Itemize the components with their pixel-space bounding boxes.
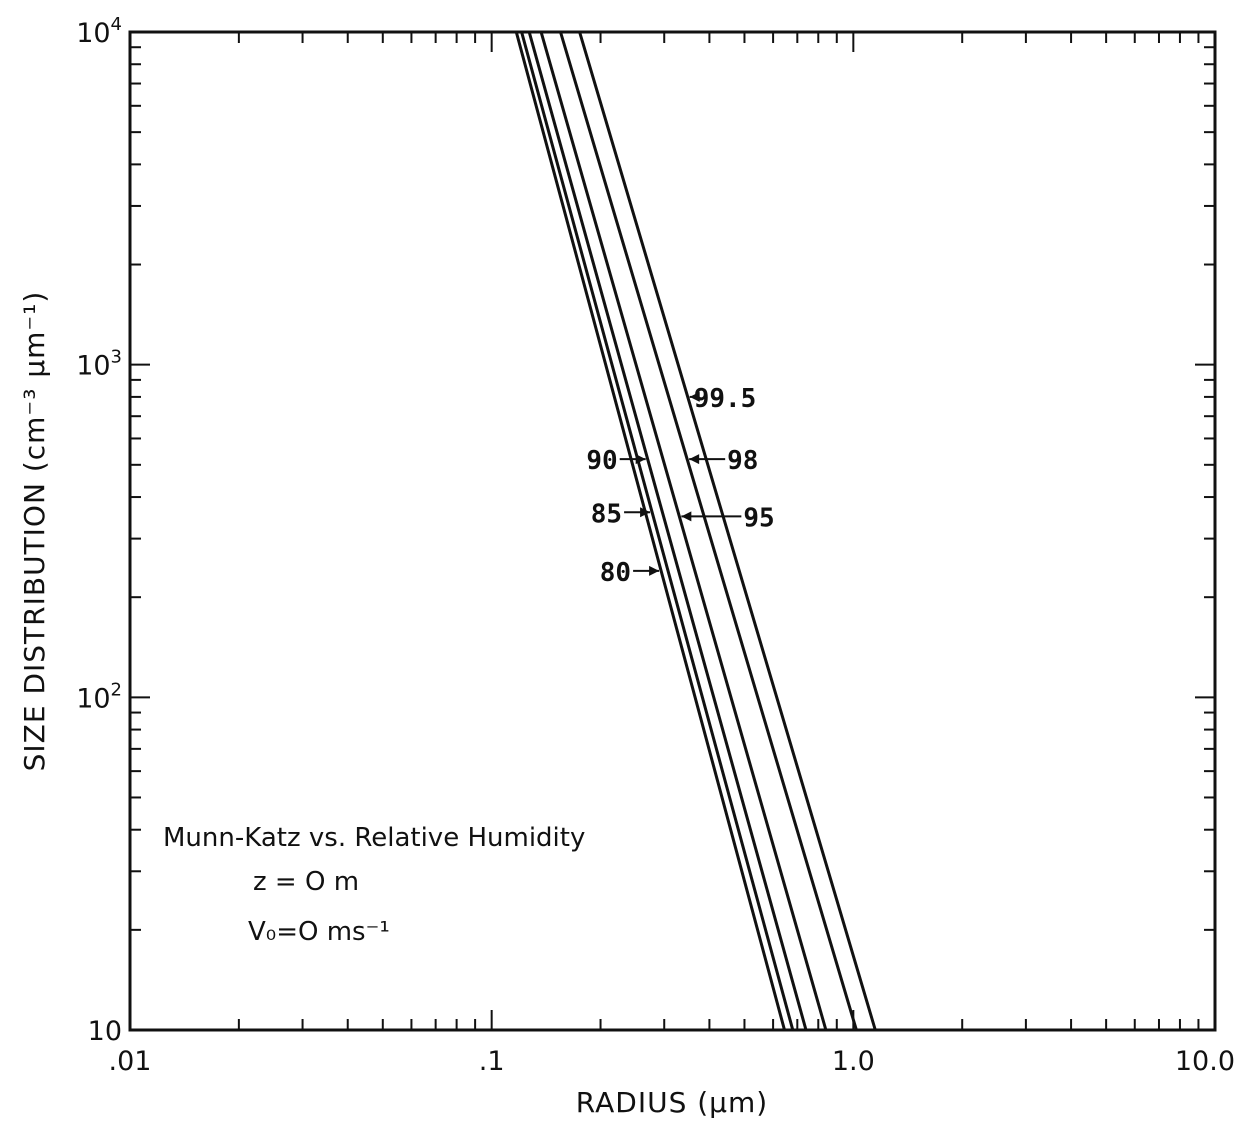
series-line-98	[559, 31, 858, 1031]
label-arrow-head	[649, 565, 660, 576]
curves	[514, 31, 877, 1031]
y-tick-label: 10	[88, 1016, 122, 1047]
x-axis-title: RADIUS (μm)	[576, 1086, 768, 1119]
label-arrow-head	[689, 391, 700, 402]
x-tick-label: 1.0	[832, 1046, 875, 1077]
series-line-80	[514, 31, 786, 1031]
x-tick-label: .01	[109, 1046, 152, 1077]
series-line-95	[539, 31, 828, 1031]
series-line-99.5	[578, 31, 877, 1031]
annotation: Munn-Katz vs. Relative Humidity z = O m …	[163, 823, 585, 947]
curve-label-98: 98	[727, 446, 758, 476]
curve-label-80: 80	[600, 558, 631, 588]
series-line-90	[527, 31, 808, 1031]
curve-labels: 99.5 98 95 90 85 80	[586, 384, 774, 588]
y-tick-label: 104	[76, 14, 122, 49]
curve-label-85: 85	[591, 499, 622, 529]
annotation-line-3: V₀=O ms⁻¹	[248, 917, 390, 947]
curve-label-90: 90	[586, 446, 617, 476]
label-arrow-head	[640, 507, 651, 518]
y-tick-label: 102	[76, 679, 122, 714]
tick-labels: .01 .1 1.0 10.0 10 102 103 104	[76, 14, 1235, 1077]
curve-label-95: 95	[743, 503, 774, 533]
x-tick-label: .1	[479, 1046, 505, 1077]
x-tick-label: 10.0	[1175, 1046, 1235, 1077]
y-tick-label: 103	[76, 347, 122, 382]
curve-label-99.5: 99.5	[694, 384, 757, 414]
annotation-line-2: z = O m	[253, 867, 359, 897]
annotation-line-1: Munn-Katz vs. Relative Humidity	[163, 823, 585, 853]
label-arrow-head	[635, 454, 646, 465]
label-arrow-head	[689, 454, 700, 465]
plot-frame	[128, 30, 1217, 1032]
label-arrow-head	[681, 511, 692, 522]
series-line-85	[520, 31, 795, 1031]
y-axis-title: SIZE DISTRIBUTION (cm⁻³ μm⁻¹)	[18, 291, 51, 772]
